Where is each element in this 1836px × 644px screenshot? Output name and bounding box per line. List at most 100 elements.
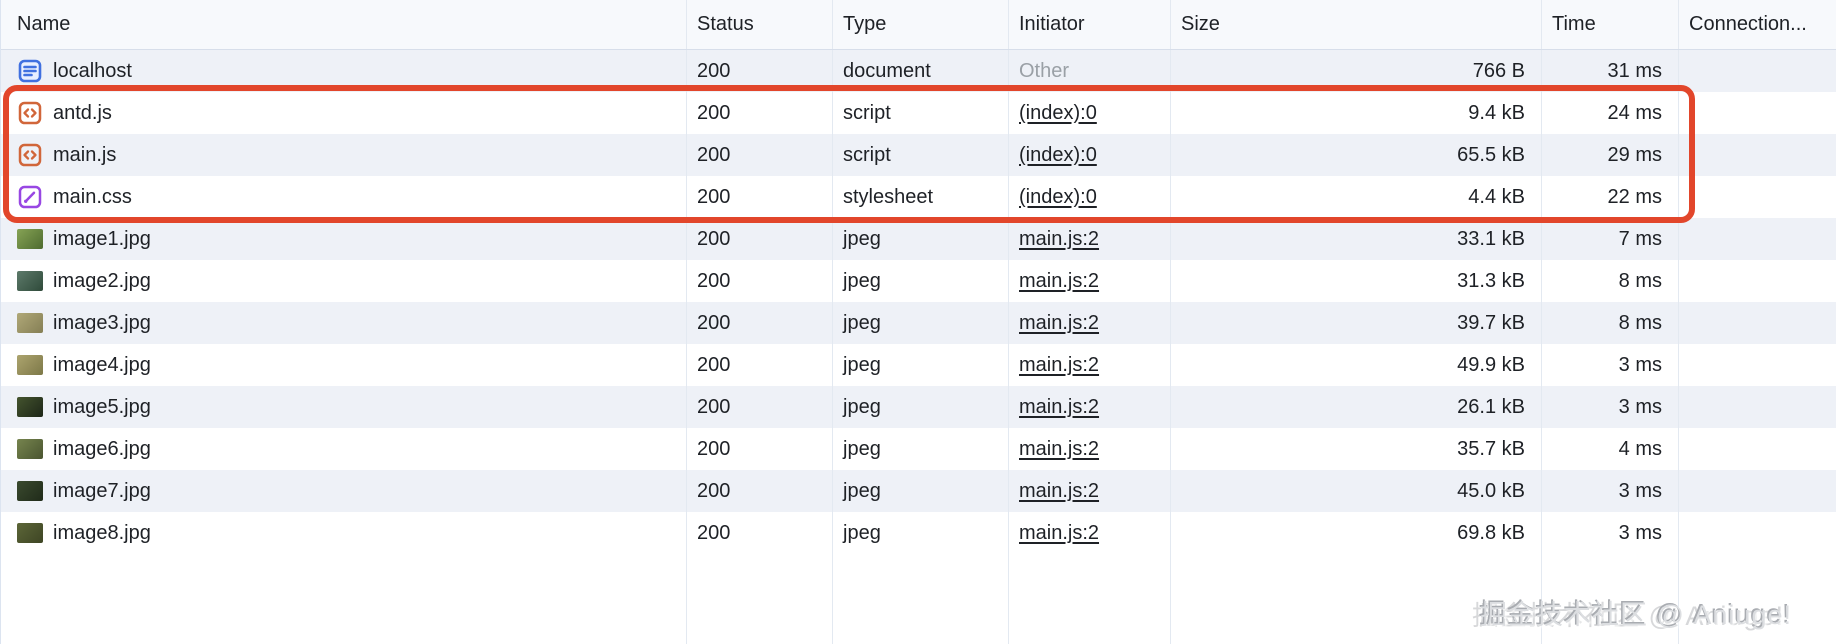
cell-size: 69.8 kB xyxy=(1171,512,1542,554)
cell-initiator[interactable]: main.js:2 xyxy=(1019,227,1100,250)
cell-time: 24 ms xyxy=(1542,92,1679,134)
table-row[interactable]: image7.jpg 200 jpeg main.js:2 45.0 kB 3 … xyxy=(1,470,1836,512)
cell-connection xyxy=(1679,176,1836,218)
table-row[interactable]: image4.jpg 200 jpeg main.js:2 49.9 kB 3 … xyxy=(1,344,1836,386)
cell-connection xyxy=(1679,302,1836,344)
document-icon xyxy=(17,58,43,84)
cell-time: 7 ms xyxy=(1542,218,1679,260)
request-name: image2.jpg xyxy=(53,269,151,292)
column-header-status[interactable]: Status xyxy=(687,0,833,49)
table-row[interactable]: image5.jpg 200 jpeg main.js:2 26.1 kB 3 … xyxy=(1,386,1836,428)
cell-status: 200 xyxy=(687,218,833,260)
cell-type: script xyxy=(833,92,1009,134)
cell-connection xyxy=(1679,134,1836,176)
column-header-time[interactable]: Time xyxy=(1542,0,1679,49)
table-row[interactable]: main.js 200 script (index):0 65.5 kB 29 … xyxy=(1,134,1836,176)
request-name: image3.jpg xyxy=(53,311,151,334)
cell-time: 3 ms xyxy=(1542,512,1679,554)
cell-initiator[interactable]: (index):0 xyxy=(1019,101,1097,124)
cell-status: 200 xyxy=(687,512,833,554)
table-row[interactable]: image8.jpg 200 jpeg main.js:2 69.8 kB 3 … xyxy=(1,512,1836,554)
cell-connection xyxy=(1679,512,1836,554)
request-name: image8.jpg xyxy=(53,521,151,544)
image-thumbnail xyxy=(17,268,43,294)
image-thumbnail xyxy=(17,226,43,252)
cell-connection xyxy=(1679,386,1836,428)
cell-name[interactable]: image6.jpg xyxy=(1,428,687,470)
cell-name[interactable]: main.css xyxy=(1,176,687,218)
cell-initiator[interactable]: main.js:2 xyxy=(1019,353,1100,376)
cell-time: 4 ms xyxy=(1542,428,1679,470)
cell-size: 26.1 kB xyxy=(1171,386,1542,428)
column-header-initiator[interactable]: Initiator xyxy=(1009,0,1171,49)
empty-table-area xyxy=(1,554,1836,644)
request-name: image1.jpg xyxy=(53,227,151,250)
image-thumbnail xyxy=(17,436,43,462)
image-thumbnail xyxy=(17,310,43,336)
cell-name[interactable]: antd.js xyxy=(1,92,687,134)
cell-size: 49.9 kB xyxy=(1171,344,1542,386)
cell-size: 39.7 kB xyxy=(1171,302,1542,344)
cell-status: 200 xyxy=(687,92,833,134)
cell-type: jpeg xyxy=(833,512,1009,554)
cell-size: 9.4 kB xyxy=(1171,92,1542,134)
cell-type: jpeg xyxy=(833,386,1009,428)
cell-name[interactable]: image5.jpg xyxy=(1,386,687,428)
cell-status: 200 xyxy=(687,344,833,386)
cell-time: 3 ms xyxy=(1542,386,1679,428)
image-thumbnail xyxy=(17,394,43,420)
cell-status: 200 xyxy=(687,260,833,302)
cell-initiator[interactable]: main.js:2 xyxy=(1019,479,1100,502)
image-thumbnail xyxy=(17,520,43,546)
cell-initiator[interactable]: main.js:2 xyxy=(1019,269,1100,292)
cell-connection xyxy=(1679,260,1836,302)
cell-time: 8 ms xyxy=(1542,260,1679,302)
cell-type: jpeg xyxy=(833,470,1009,512)
cell-name[interactable]: image8.jpg xyxy=(1,512,687,554)
table-row[interactable]: image2.jpg 200 jpeg main.js:2 31.3 kB 8 … xyxy=(1,260,1836,302)
cell-name[interactable]: image3.jpg xyxy=(1,302,687,344)
cell-name[interactable]: image4.jpg xyxy=(1,344,687,386)
table-row[interactable]: antd.js 200 script (index):0 9.4 kB 24 m… xyxy=(1,92,1836,134)
table-row[interactable]: localhost 200 document Other 766 B 31 ms xyxy=(1,50,1836,92)
column-header-size[interactable]: Size xyxy=(1171,0,1542,49)
cell-type: document xyxy=(833,50,1009,92)
cell-name[interactable]: localhost xyxy=(1,50,687,92)
cell-size: 33.1 kB xyxy=(1171,218,1542,260)
cell-initiator[interactable]: main.js:2 xyxy=(1019,437,1100,460)
request-name: main.css xyxy=(53,185,132,208)
cell-time: 22 ms xyxy=(1542,176,1679,218)
cell-name[interactable]: image7.jpg xyxy=(1,470,687,512)
table-row[interactable]: image1.jpg 200 jpeg main.js:2 33.1 kB 7 … xyxy=(1,218,1836,260)
cell-name[interactable]: image1.jpg xyxy=(1,218,687,260)
cell-type: jpeg xyxy=(833,260,1009,302)
request-name: main.js xyxy=(53,143,117,166)
script-icon xyxy=(17,100,43,126)
table-row[interactable]: image3.jpg 200 jpeg main.js:2 39.7 kB 8 … xyxy=(1,302,1836,344)
cell-size: 65.5 kB xyxy=(1171,134,1542,176)
cell-initiator[interactable]: main.js:2 xyxy=(1019,311,1100,334)
cell-initiator[interactable]: (index):0 xyxy=(1019,143,1097,166)
cell-size: 766 B xyxy=(1171,50,1542,92)
cell-connection xyxy=(1679,428,1836,470)
column-header-name[interactable]: Name xyxy=(1,0,687,49)
column-header-connection[interactable]: Connection... xyxy=(1689,13,1807,35)
cell-name[interactable]: image2.jpg xyxy=(1,260,687,302)
table-row[interactable]: image6.jpg 200 jpeg main.js:2 35.7 kB 4 … xyxy=(1,428,1836,470)
cell-status: 200 xyxy=(687,302,833,344)
cell-status: 200 xyxy=(687,176,833,218)
cell-name[interactable]: main.js xyxy=(1,134,687,176)
cell-time: 29 ms xyxy=(1542,134,1679,176)
cell-type: jpeg xyxy=(833,428,1009,470)
request-name: image7.jpg xyxy=(53,479,151,502)
image-thumbnail xyxy=(17,478,43,504)
cell-connection xyxy=(1679,50,1836,92)
cell-status: 200 xyxy=(687,50,833,92)
cell-initiator[interactable]: main.js:2 xyxy=(1019,521,1100,544)
table-row[interactable]: main.css 200 stylesheet (index):0 4.4 kB… xyxy=(1,176,1836,218)
stylesheet-icon xyxy=(17,184,43,210)
cell-initiator[interactable]: main.js:2 xyxy=(1019,395,1100,418)
cell-initiator[interactable]: (index):0 xyxy=(1019,185,1097,208)
cell-type: jpeg xyxy=(833,218,1009,260)
column-header-type[interactable]: Type xyxy=(833,0,1009,49)
